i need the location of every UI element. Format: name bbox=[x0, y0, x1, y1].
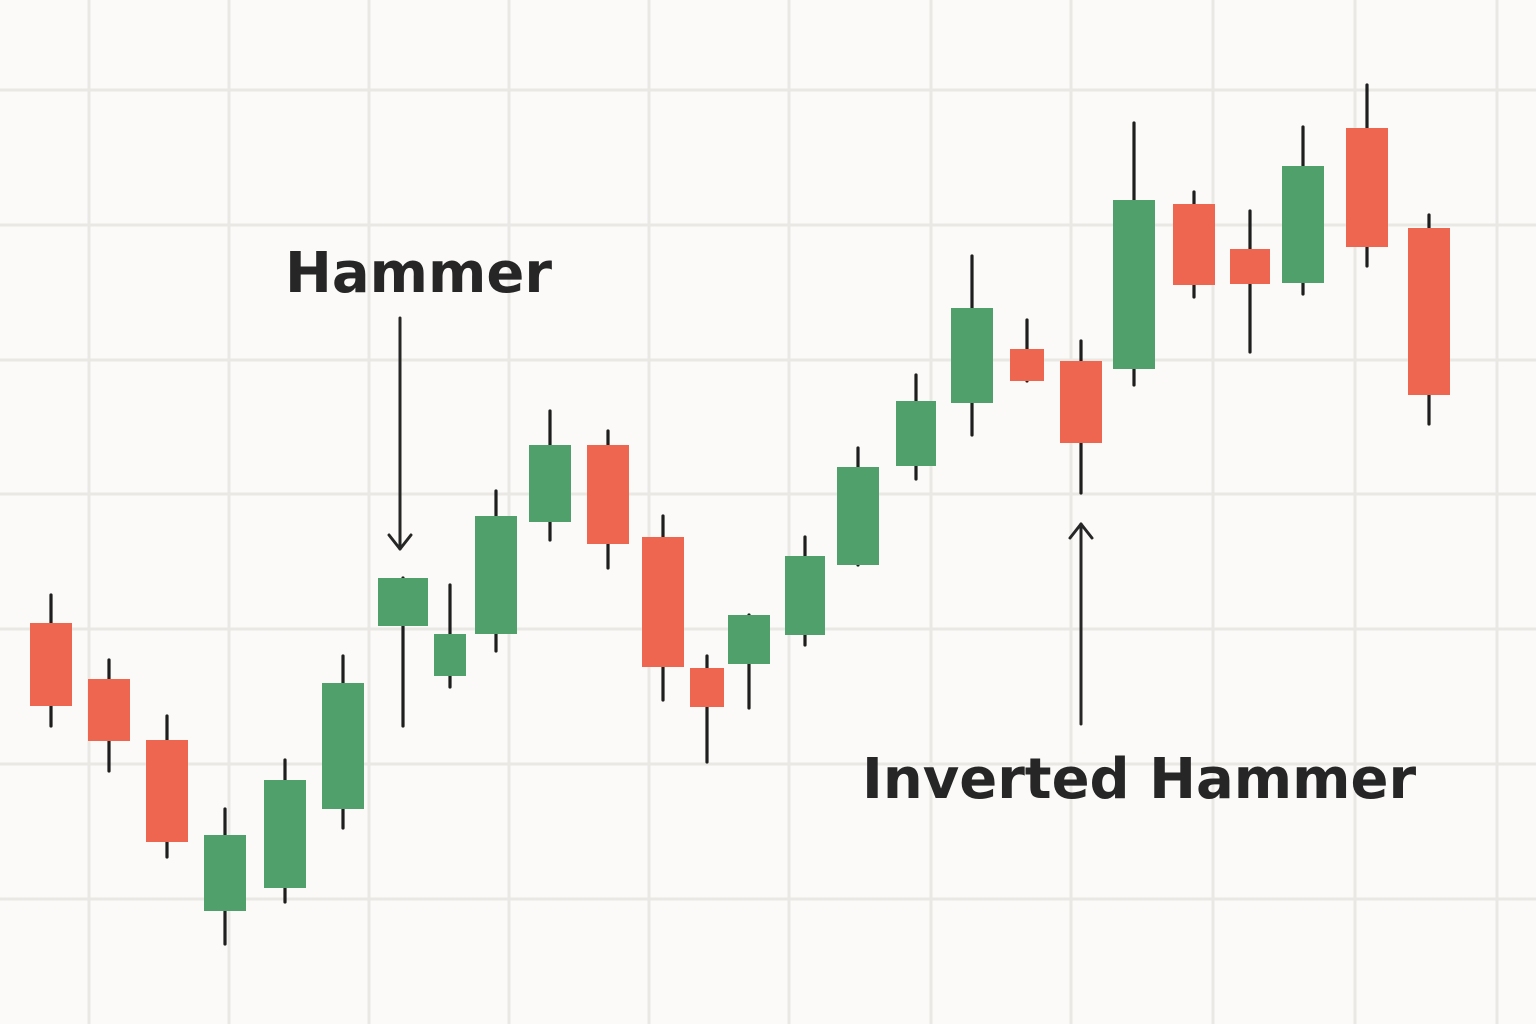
candle-18 bbox=[1010, 318, 1044, 383]
candle-body-bullish bbox=[322, 683, 364, 809]
candle-body-bearish bbox=[587, 445, 629, 544]
hammer-label: Hammer bbox=[285, 241, 552, 306]
candle-body-bearish bbox=[1230, 249, 1270, 284]
candle-body-bullish bbox=[785, 556, 825, 635]
candle-15 bbox=[837, 446, 879, 567]
candle-14 bbox=[785, 535, 825, 647]
candle-body-bearish bbox=[1408, 228, 1450, 395]
candle-body-bearish bbox=[1010, 349, 1044, 381]
candle-body-bullish bbox=[529, 445, 571, 522]
candle-3 bbox=[204, 807, 246, 946]
candle-1 bbox=[88, 658, 130, 773]
candle-12 bbox=[690, 654, 724, 764]
candle-body-bullish bbox=[837, 467, 879, 565]
candle-25 bbox=[1408, 213, 1450, 426]
candle-body-bullish bbox=[728, 615, 770, 664]
candle-body-bearish bbox=[1060, 361, 1102, 443]
candle-11 bbox=[642, 514, 684, 702]
candle-body-bullish bbox=[434, 634, 466, 676]
candle-body-bullish bbox=[896, 401, 936, 466]
candle-body-bearish bbox=[690, 668, 724, 707]
candle-16 bbox=[896, 373, 936, 481]
candle-body-bullish bbox=[204, 835, 246, 911]
candle-body-bearish bbox=[30, 623, 72, 706]
candle-body-bearish bbox=[146, 740, 188, 842]
candle-body-bullish bbox=[951, 308, 993, 403]
inverted-hammer-label: Inverted Hammer bbox=[862, 747, 1416, 812]
candles bbox=[30, 83, 1450, 946]
hammer-arrow bbox=[387, 316, 413, 551]
candle-body-bearish bbox=[1346, 128, 1388, 247]
candle-body-bullish bbox=[1113, 200, 1155, 369]
candle-body-bullish bbox=[1282, 166, 1324, 283]
candle-17 bbox=[951, 254, 993, 437]
annotations: Hammer Inverted Hammer bbox=[285, 241, 1416, 812]
candle-body-bullish bbox=[378, 578, 428, 626]
candle-6 bbox=[378, 576, 428, 728]
candle-body-bullish bbox=[264, 780, 306, 888]
candle-4 bbox=[264, 758, 306, 904]
candle-21 bbox=[1173, 190, 1215, 299]
candle-0 bbox=[30, 593, 72, 728]
candle-24 bbox=[1346, 83, 1388, 268]
candle-13 bbox=[728, 613, 770, 710]
candle-22 bbox=[1230, 209, 1270, 354]
candle-9 bbox=[529, 409, 571, 542]
candle-body-bearish bbox=[1173, 204, 1215, 285]
candle-10 bbox=[587, 429, 629, 570]
candle-20 bbox=[1113, 121, 1155, 387]
candle-body-bullish bbox=[475, 516, 517, 634]
candle-5 bbox=[322, 654, 364, 830]
candle-2 bbox=[146, 714, 188, 859]
candle-23 bbox=[1282, 125, 1324, 296]
candle-8 bbox=[475, 489, 517, 653]
inverted-hammer-arrow bbox=[1068, 522, 1094, 726]
candle-body-bearish bbox=[642, 537, 684, 667]
arrow-head bbox=[1068, 522, 1094, 540]
candle-19 bbox=[1060, 339, 1102, 495]
candle-7 bbox=[434, 583, 466, 689]
arrow-head bbox=[387, 533, 413, 551]
candle-body-bearish bbox=[88, 679, 130, 741]
